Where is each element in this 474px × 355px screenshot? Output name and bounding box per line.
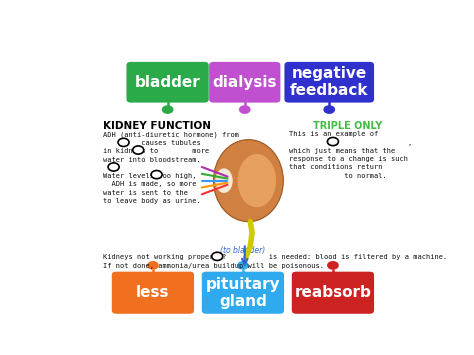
FancyBboxPatch shape: [127, 62, 209, 103]
Text: dialysis: dialysis: [212, 75, 277, 90]
Ellipse shape: [215, 168, 233, 193]
Circle shape: [118, 138, 129, 147]
Text: Kidneys not working properly?          is needed: blood is filtered by a machine: Kidneys not working properly? is needed:…: [103, 255, 447, 269]
Text: less: less: [136, 285, 170, 300]
Text: TRIPLE ONLY: TRIPLE ONLY: [313, 120, 383, 131]
FancyBboxPatch shape: [284, 62, 374, 103]
Circle shape: [133, 146, 144, 154]
Circle shape: [237, 261, 249, 270]
Circle shape: [328, 137, 338, 146]
Circle shape: [327, 261, 339, 270]
Ellipse shape: [237, 154, 276, 207]
Circle shape: [239, 105, 251, 114]
FancyBboxPatch shape: [202, 272, 284, 314]
Circle shape: [147, 261, 159, 270]
Circle shape: [151, 170, 162, 179]
FancyBboxPatch shape: [292, 272, 374, 314]
Text: pituitary
gland: pituitary gland: [206, 277, 280, 308]
Text: This is an example of
                            ,
which just means that the
re: This is an example of , which just means…: [289, 131, 412, 179]
Circle shape: [212, 252, 223, 261]
Circle shape: [162, 105, 173, 114]
Circle shape: [108, 163, 119, 171]
FancyBboxPatch shape: [209, 62, 281, 103]
Text: bladder: bladder: [135, 75, 201, 90]
Ellipse shape: [213, 140, 283, 222]
Text: (to bladder): (to bladder): [220, 246, 265, 255]
Text: KIDNEY FUNCTION: KIDNEY FUNCTION: [103, 120, 211, 131]
Text: reabsorb: reabsorb: [294, 285, 371, 300]
Text: ADH (anti-diuretic hormone) from
         causes tubules
in kidneys to        mo: ADH (anti-diuretic hormone) from causes …: [103, 131, 239, 204]
Text: negative
feedback: negative feedback: [290, 66, 368, 98]
FancyBboxPatch shape: [112, 272, 194, 314]
Circle shape: [323, 105, 335, 114]
